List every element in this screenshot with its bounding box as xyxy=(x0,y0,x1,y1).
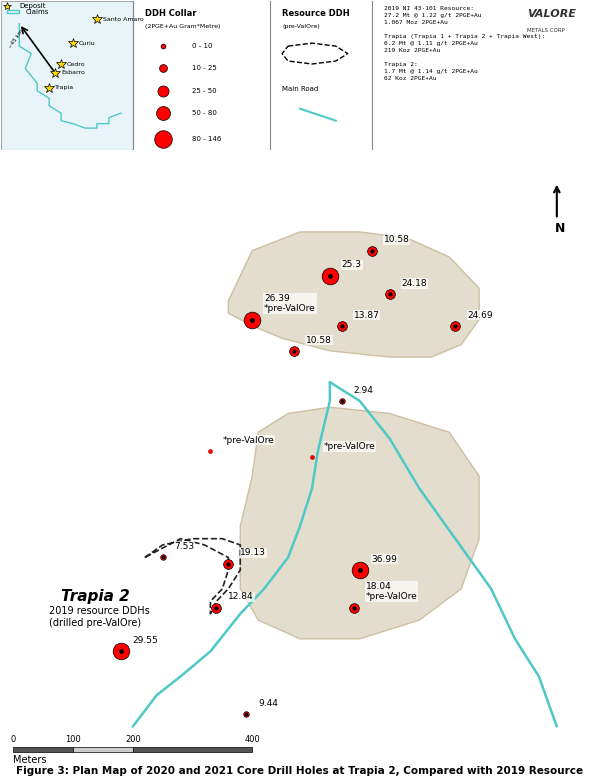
Text: 400: 400 xyxy=(244,735,260,745)
Text: 29.55: 29.55 xyxy=(133,636,158,645)
Text: 2019 NI 43-101 Resource:
27.2 Mt @ 1.22 g/t 2PGE+Au
1.067 Moz 2PGE+Au

Trapia (T: 2019 NI 43-101 Resource: 27.2 Mt @ 1.22 … xyxy=(383,6,545,81)
Text: 24.69: 24.69 xyxy=(467,310,493,320)
Text: 25.3: 25.3 xyxy=(342,261,362,269)
Text: 36.99: 36.99 xyxy=(371,555,398,564)
Text: Trapia: Trapia xyxy=(55,86,74,90)
Text: N: N xyxy=(554,222,565,235)
Text: 24.18: 24.18 xyxy=(401,279,427,288)
Text: 9.44: 9.44 xyxy=(258,699,278,708)
Text: 2019 resource DDHs
(drilled pre-ValOre): 2019 resource DDHs (drilled pre-ValOre) xyxy=(49,606,150,629)
Bar xyxy=(73,747,133,752)
Text: 7.53: 7.53 xyxy=(175,542,195,551)
Text: 18.04
*pre-ValOre: 18.04 *pre-ValOre xyxy=(365,582,418,601)
Text: VALORE: VALORE xyxy=(527,9,576,19)
Text: DDH Collar: DDH Collar xyxy=(145,9,196,18)
Text: ~45 km: ~45 km xyxy=(7,28,24,49)
Text: Cedro: Cedro xyxy=(67,61,86,66)
Text: Trapia 2: Trapia 2 xyxy=(61,589,130,605)
Text: Curiu: Curiu xyxy=(79,40,96,46)
Text: Main Road: Main Road xyxy=(282,86,319,92)
Text: 0: 0 xyxy=(11,735,16,745)
Text: (2PGE+Au Gram*Metre): (2PGE+Au Gram*Metre) xyxy=(145,24,220,29)
Polygon shape xyxy=(240,407,479,639)
Text: Santo Amaro: Santo Amaro xyxy=(103,17,143,22)
Text: 50 - 80: 50 - 80 xyxy=(193,110,217,116)
Text: *pre-ValOre: *pre-ValOre xyxy=(223,436,274,445)
Text: 10 - 25: 10 - 25 xyxy=(193,65,217,72)
Text: Meters: Meters xyxy=(13,755,47,765)
Text: Claims: Claims xyxy=(25,9,49,15)
Text: 80 - 146: 80 - 146 xyxy=(193,135,222,142)
Text: (pre-ValOre): (pre-ValOre) xyxy=(282,24,320,29)
Text: 200: 200 xyxy=(125,735,140,745)
Text: *pre-ValOre: *pre-ValOre xyxy=(324,442,376,451)
Text: 12.84: 12.84 xyxy=(229,592,254,601)
Polygon shape xyxy=(229,232,479,357)
Text: 26.39
*pre-ValOre: 26.39 *pre-ValOre xyxy=(264,294,316,314)
Text: 100: 100 xyxy=(65,735,81,745)
FancyBboxPatch shape xyxy=(1,2,133,150)
Text: 2.94: 2.94 xyxy=(354,386,374,394)
Text: 25 - 50: 25 - 50 xyxy=(193,88,217,94)
Bar xyxy=(133,747,252,752)
Bar xyxy=(7,10,19,13)
Bar xyxy=(13,747,73,752)
Text: Resource DDH: Resource DDH xyxy=(282,9,350,18)
Text: Figure 3: Plan Map of 2020 and 2021 Core Drill Holes at Trapia 2, Compared with : Figure 3: Plan Map of 2020 and 2021 Core… xyxy=(16,766,584,776)
Text: 10.58: 10.58 xyxy=(306,335,332,345)
Text: METALS CORP: METALS CORP xyxy=(527,28,565,33)
Text: Esbarro: Esbarro xyxy=(61,71,85,75)
Text: 10.58: 10.58 xyxy=(383,236,409,244)
Text: 19.13: 19.13 xyxy=(240,548,266,558)
Text: 0 - 10: 0 - 10 xyxy=(193,43,213,49)
Text: Deposit: Deposit xyxy=(19,3,46,9)
Text: 13.87: 13.87 xyxy=(354,310,380,320)
